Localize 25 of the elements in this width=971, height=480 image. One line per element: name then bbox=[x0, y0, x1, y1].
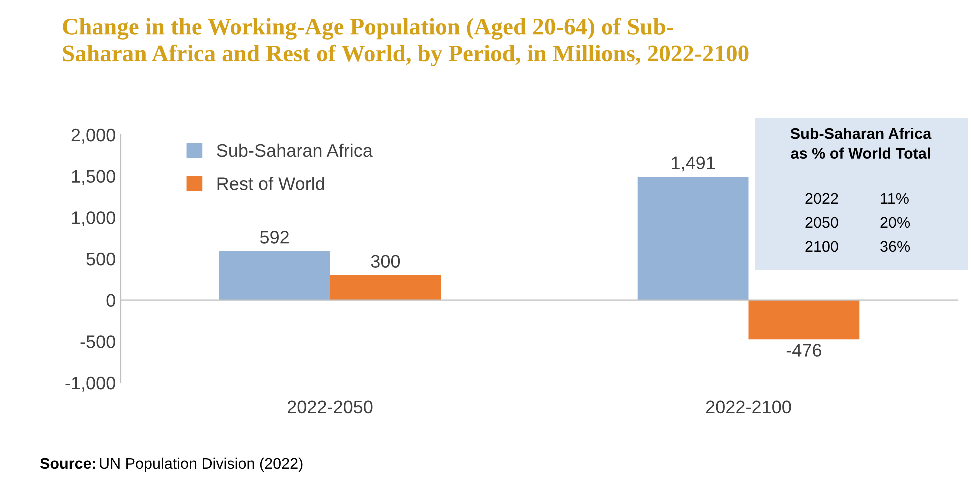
chart-title: Change in the Working-Age Population (Aged 20-64) of Sub- Saharan Africa and Rest of World, by Period, in Millions, 2022-2100 bbox=[63, 18, 749, 67]
data-label: 300 bbox=[371, 255, 400, 268]
bar bbox=[330, 276, 442, 300]
y-tick-label: 1,500 bbox=[72, 170, 116, 186]
y-tick-label: -1,000 bbox=[66, 376, 116, 392]
y-tick-label: 2,000 bbox=[72, 128, 116, 144]
bar bbox=[219, 251, 330, 300]
bar bbox=[748, 300, 860, 340]
y-tick-label: 0 bbox=[106, 294, 116, 308]
legend-label: Sub-Saharan Africa bbox=[217, 144, 373, 158]
text: 2100 36% bbox=[806, 241, 910, 252]
annotation: Sub-Saharan Africa as % of World Total bbox=[790, 128, 932, 159]
bar bbox=[638, 177, 749, 300]
source-note: Source: UN Population Division (2022) bbox=[40, 458, 303, 472]
data-label: 1,491 bbox=[672, 156, 716, 172]
x-tick-label: 2022-2050 bbox=[288, 400, 373, 414]
text: 2022 11% bbox=[806, 193, 909, 204]
y-tick-label: 500 bbox=[86, 252, 116, 266]
data-label: 592 bbox=[260, 231, 289, 244]
y-tick-label: -500 bbox=[80, 336, 116, 348]
text: 2050 20% bbox=[806, 217, 910, 228]
y-tick-label: 1,000 bbox=[72, 212, 116, 227]
x-tick-label: 2022-2100 bbox=[706, 400, 792, 414]
data-label: -476 bbox=[786, 344, 822, 357]
legend-label: Rest of World bbox=[218, 177, 324, 190]
